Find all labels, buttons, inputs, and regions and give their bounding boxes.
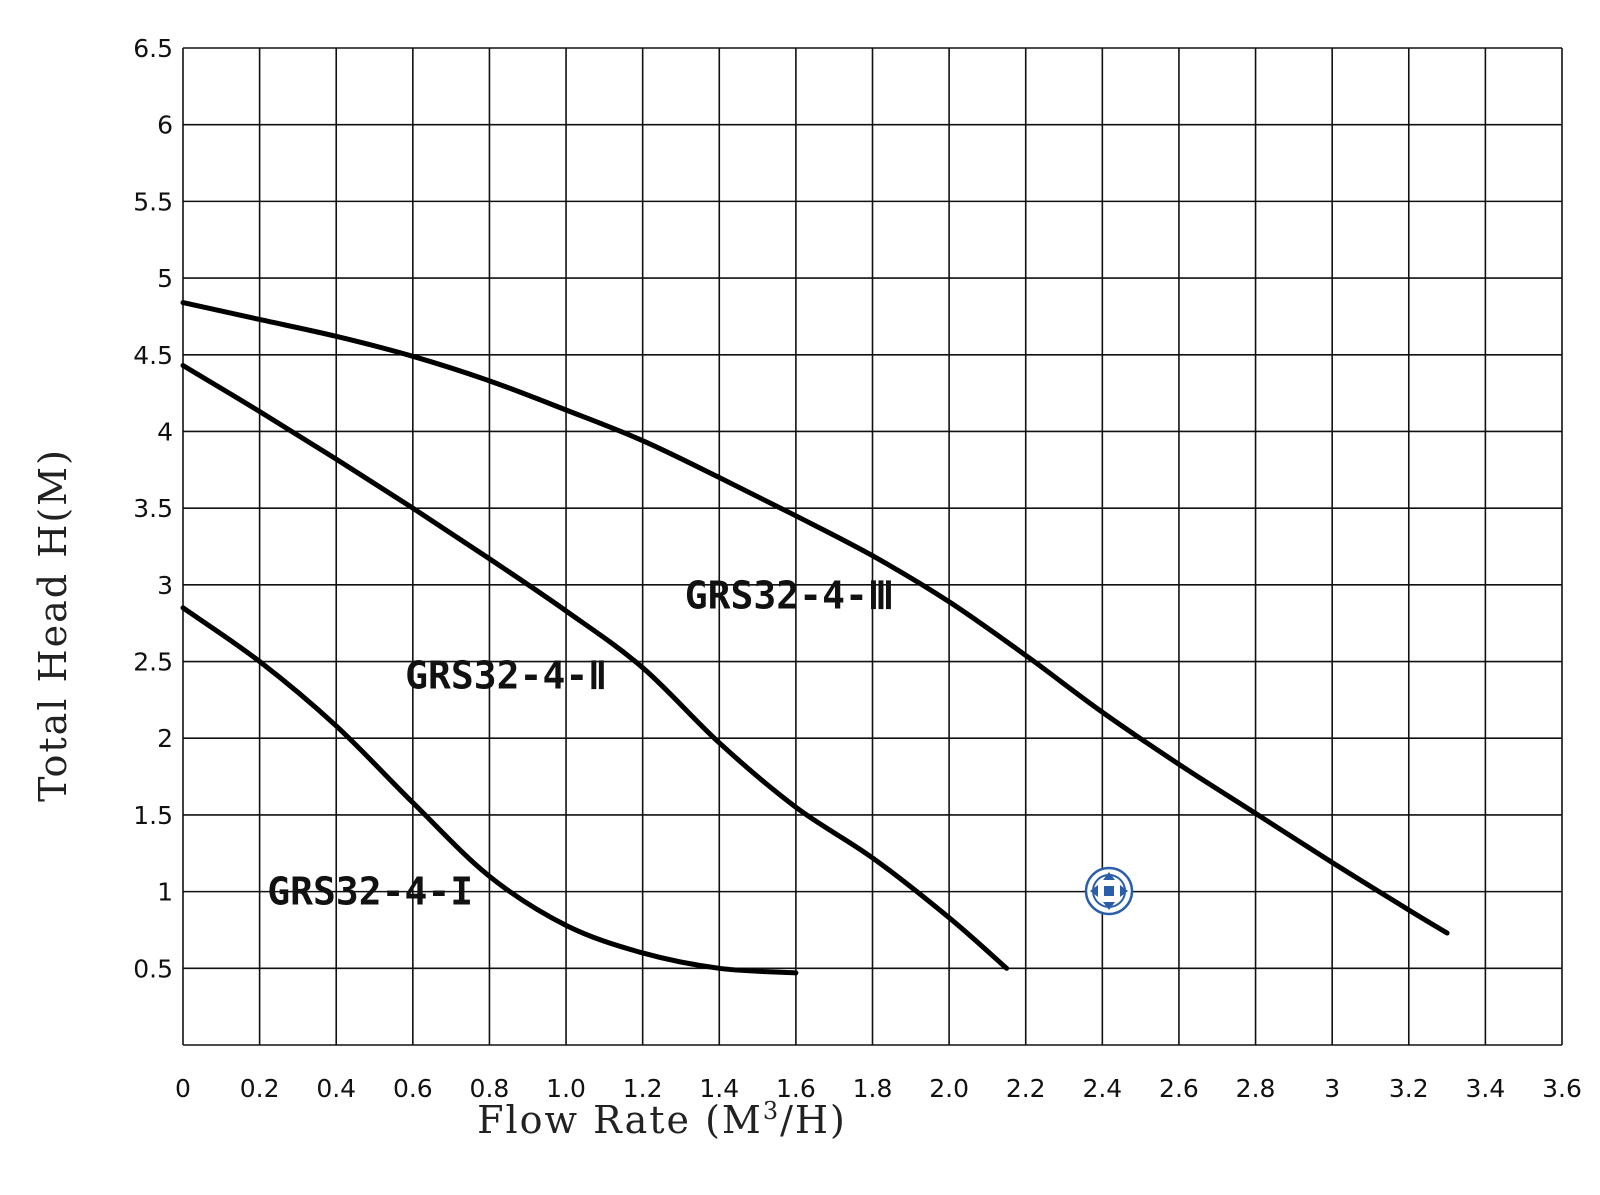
x-tick-label: 0.4 <box>316 1074 356 1103</box>
x-tick-label: 1.2 <box>623 1074 663 1103</box>
series-line-3 <box>180 300 1450 936</box>
x-tick-label: 1.8 <box>853 1074 893 1103</box>
x-tick-label: 0.2 <box>240 1074 280 1103</box>
y-tick-label: 1.5 <box>133 801 173 830</box>
series-line-2 <box>180 363 1010 971</box>
x-axis-title-main: Flow Rate (M <box>477 1098 763 1142</box>
curves <box>180 300 1450 976</box>
grid <box>182 47 1563 1046</box>
x-tick-label: 2.2 <box>1006 1074 1046 1103</box>
series-label-2: GRS32-4-Ⅱ <box>405 653 607 697</box>
y-tick-label: 6.5 <box>133 34 173 63</box>
x-tick-label: 1.4 <box>699 1074 739 1103</box>
x-tick-label: 0.8 <box>470 1074 510 1103</box>
y-axis-title: Total Head H(M) <box>31 448 75 802</box>
x-tick-label: 0.6 <box>393 1074 433 1103</box>
y-tick-label: 6 <box>157 111 173 140</box>
x-tick-label: 2.4 <box>1082 1074 1122 1103</box>
series-line-1 <box>180 605 799 976</box>
x-tick-label: 3.4 <box>1466 1074 1506 1103</box>
x-axis-title: Flow Rate (M3/H) <box>477 1097 847 1142</box>
x-tick-label: 0 <box>175 1074 191 1103</box>
y-tick-label: 4 <box>157 417 173 446</box>
x-tick-label: 3.2 <box>1389 1074 1429 1103</box>
y-tick-label: 2.5 <box>133 648 173 677</box>
series-label-3: GRS32-4-Ⅲ <box>685 574 894 618</box>
y-tick-label: 3.5 <box>133 494 173 523</box>
y-tick-label: 3 <box>157 571 173 600</box>
x-axis-title-superscript: 3 <box>763 1097 780 1125</box>
y-tick-label: 2 <box>157 724 173 753</box>
x-axis-title-end: /H) <box>780 1098 847 1142</box>
x-tick-label: 3.6 <box>1542 1074 1582 1103</box>
y-tick-label: 0.5 <box>133 954 173 983</box>
move-icon[interactable] <box>1084 866 1134 916</box>
x-tick-label: 1.6 <box>776 1074 816 1103</box>
series-label-1: GRS32-4-I <box>267 870 473 914</box>
x-tick-label: 2.8 <box>1236 1074 1276 1103</box>
x-tick-label: 1.0 <box>546 1074 586 1103</box>
y-tick-label: 1 <box>157 878 173 907</box>
y-tick-label: 5 <box>157 264 173 293</box>
x-tick-label: 2.0 <box>929 1074 969 1103</box>
y-tick-label: 4.5 <box>133 341 173 370</box>
x-axis-ticks: 0 0.2 0.4 0.6 0.8 1.0 1.2 1.4 1.6 1.8 2.0 2.2 2.4 2.6… <box>175 1074 1582 1103</box>
y-axis-ticks: 0.5 1 1.5 2 2.5 3 3.5 4 4.5 5 5.5 6 6.5 <box>133 34 173 983</box>
y-tick-label: 5.5 <box>133 187 173 216</box>
x-tick-label: 3 <box>1324 1074 1340 1103</box>
x-tick-label: 2.6 <box>1159 1074 1199 1103</box>
series-labels: GRS32-4-I GRS32-4-Ⅱ GRS32-4-Ⅲ <box>267 574 894 914</box>
